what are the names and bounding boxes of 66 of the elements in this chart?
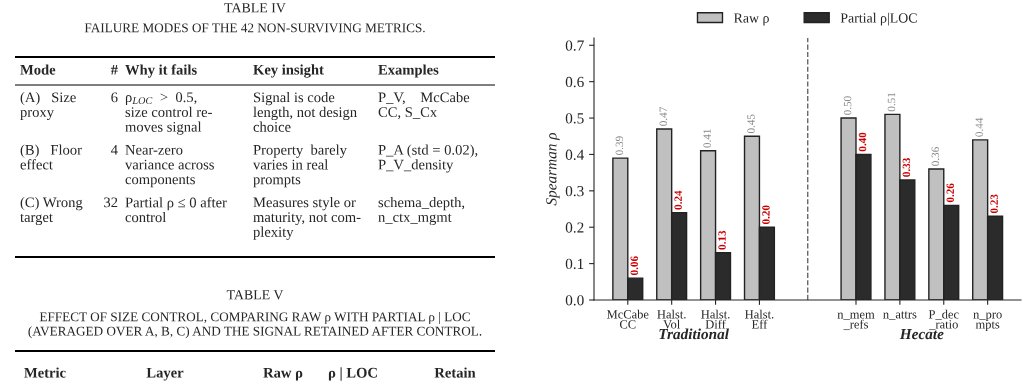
data-label: 0.39 (615, 136, 624, 155)
y-tick-label: 0.5 (565, 113, 584, 124)
text: Raw ρ (263, 367, 303, 381)
y-tick-label: 0.0 (565, 295, 584, 306)
y-tick-label: 0.1 (565, 258, 584, 270)
text: EFFECT OF SIZE CONTROL, COMPARING RAW ρ WITH PARTIAL ρ | LOC (AVERAGED OVER A, B, C) AND THE SIGNAL RETAINED AFTER CONTROL. (28, 312, 482, 339)
x-tick-label: Halst. Vol (657, 309, 686, 329)
x-tick-label: n_mem _refs (837, 312, 875, 331)
data-label: 0.51 (887, 92, 896, 112)
data-label: 0.20 (762, 205, 770, 225)
y-axis-title: Spearman ρ (546, 132, 560, 206)
text: TABLE V (226, 290, 284, 300)
text: Signal is code length, not design choice (253, 92, 357, 132)
x-tick-label: Halst. Diff (701, 309, 730, 329)
y-tick-label: 0.4 (565, 149, 585, 160)
x-tick-label: McCabe CC (606, 309, 649, 329)
text: Hecate (899, 329, 944, 340)
y-tick-label: 0.7 (565, 40, 584, 51)
legend-label: Partial ρ|LOC (840, 12, 917, 26)
text: Partial ρ ≤ 0 after control (125, 197, 227, 223)
text: Layer (146, 367, 184, 381)
text: Metric (24, 367, 66, 378)
text: Measures style or maturity, not com- plexity (253, 197, 361, 240)
x-tick-label: n_pro mpts (973, 312, 1002, 332)
text: Near-zero variance across components (125, 145, 214, 188)
x-tick-label: n_attrs (883, 311, 917, 321)
y-tick-label: 0.6 (565, 76, 584, 88)
data-label: 0.23 (990, 194, 998, 214)
data-label: 0.47 (659, 107, 668, 126)
text: (A) Size proxy (20, 92, 76, 121)
data-label: 0.41 (703, 129, 711, 148)
data-label: 0.26 (946, 183, 955, 203)
text: FAILURE MODES OF THE 42 NON-SURVIVING METRICS. (84, 23, 425, 33)
data-label: 0.40 (858, 132, 867, 152)
text: (C) Wrong target (20, 197, 83, 226)
data-label: 0.24 (674, 190, 682, 210)
data-label: 0.36 (931, 147, 940, 166)
y-tick-label: 0.2 (565, 222, 584, 233)
text: Key insight (253, 64, 324, 78)
text: Examples (378, 64, 439, 78)
data-label: 0.44 (975, 117, 984, 137)
text: TABLE IV (224, 3, 286, 13)
text: P_A (std = 0.02), P_V_density (378, 144, 478, 173)
text: # (110, 64, 118, 75)
data-label: 0.50 (843, 96, 852, 115)
text: P_V, McCabe CC, S_Cx (378, 92, 470, 120)
text: Traditional (659, 328, 729, 340)
y-tick-label: 0.3 (565, 185, 584, 197)
text: (B) Floor effect (20, 144, 82, 170)
text: ρ | LOC (328, 367, 377, 381)
x-tick-label: Halst. Eff (745, 309, 774, 329)
text: Why it fails (125, 64, 197, 78)
x-tick-label: P_dec _ratio (928, 309, 959, 331)
data-label: 0.06 (630, 256, 639, 275)
text: ρ$_{LOC}$ > 0.5, size control re- moves signal (125, 92, 212, 135)
text: 32 (104, 197, 118, 208)
data-label: 0.13 (718, 230, 726, 250)
text: 6 (111, 92, 118, 103)
legend-label: Raw ρ (734, 13, 769, 26)
text: 4 (110, 145, 118, 155)
text: Property barely varies in real prompts (253, 144, 347, 188)
text: Retain (434, 367, 476, 378)
data-label: 0.45 (747, 114, 755, 134)
text: schema_depth, n_ctx_mgmt (378, 197, 465, 226)
data-label: 0.33 (902, 158, 911, 177)
text: Mode (20, 64, 56, 75)
